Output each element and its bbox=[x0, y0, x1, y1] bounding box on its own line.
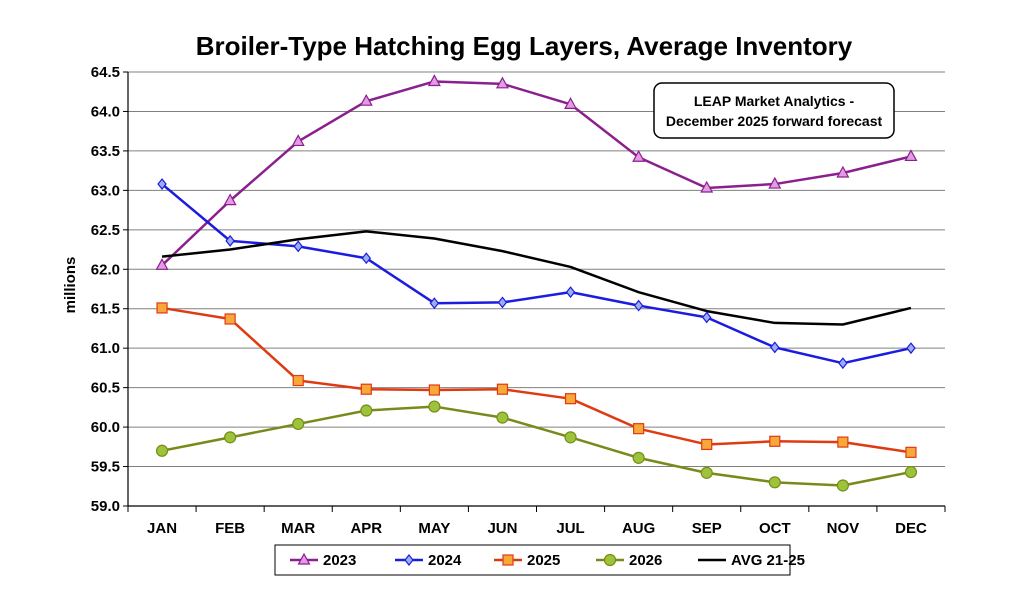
series-line-2023 bbox=[161, 80, 912, 267]
y-axis-label: millions bbox=[62, 257, 79, 314]
x-tick-label: FEB bbox=[215, 520, 245, 537]
y-tick-label: 60.0 bbox=[91, 419, 120, 436]
x-tick-label: DEC bbox=[895, 520, 927, 537]
data-point bbox=[155, 258, 169, 270]
x-tick-label: JUL bbox=[556, 520, 584, 537]
data-point bbox=[292, 417, 305, 431]
series-lines bbox=[161, 80, 912, 487]
data-point bbox=[564, 431, 577, 444]
data-point bbox=[291, 134, 305, 147]
y-tick-label: 62.5 bbox=[91, 222, 120, 239]
axes: 59.0 59.5 60.0 60.5 61.0 61.5 62.0 62.5 63.0 63.5… bbox=[91, 64, 946, 537]
y-tick-label: 59.5 bbox=[91, 459, 120, 476]
y-tick-label: 64.0 bbox=[91, 103, 120, 120]
series-line-avg-21-25 bbox=[161, 230, 912, 326]
legend-marker bbox=[603, 553, 617, 567]
x-tick-label: JUN bbox=[487, 520, 517, 537]
data-point bbox=[157, 178, 167, 191]
data-point bbox=[497, 296, 508, 309]
data-point bbox=[904, 149, 918, 162]
y-tick-label: 64.5 bbox=[91, 64, 120, 81]
data-point bbox=[770, 341, 780, 354]
legend-marker bbox=[502, 554, 514, 566]
y-tick-label: 62.0 bbox=[91, 261, 120, 278]
data-point bbox=[359, 93, 373, 106]
data-point bbox=[701, 311, 712, 324]
series-line-2025 bbox=[161, 306, 912, 454]
data-point bbox=[495, 76, 509, 89]
data-point bbox=[564, 393, 577, 405]
data-point bbox=[564, 97, 578, 109]
data-point bbox=[768, 476, 781, 489]
y-tick-label: 63.0 bbox=[91, 182, 120, 199]
data-point bbox=[837, 436, 849, 448]
annotation-line-1: LEAP Market Analytics - bbox=[694, 93, 855, 109]
y-tick-label: 63.5 bbox=[91, 143, 120, 160]
x-tick-label: SEP bbox=[692, 520, 722, 537]
legend-marker bbox=[297, 552, 311, 565]
y-tick-label: 61.5 bbox=[91, 301, 120, 318]
legend-marker bbox=[404, 554, 414, 566]
x-tick-label: NOV bbox=[827, 520, 860, 537]
gridlines bbox=[128, 71, 945, 507]
legend-label: 2024 bbox=[428, 552, 462, 569]
legend-label: 2023 bbox=[323, 552, 356, 569]
data-point bbox=[293, 240, 303, 253]
data-point bbox=[701, 438, 713, 451]
y-tick-label: 59.0 bbox=[91, 498, 120, 515]
data-point bbox=[633, 299, 644, 312]
data-point bbox=[769, 435, 781, 447]
data-point bbox=[360, 404, 373, 417]
data-point bbox=[496, 411, 509, 424]
x-tick-label: MAR bbox=[281, 520, 315, 537]
series-line-2026 bbox=[161, 405, 912, 487]
data-point bbox=[225, 234, 235, 247]
data-point bbox=[768, 176, 782, 189]
data-point bbox=[429, 297, 440, 310]
data-point bbox=[632, 149, 646, 162]
data-point bbox=[428, 384, 440, 396]
data-point bbox=[427, 74, 441, 87]
data-point bbox=[292, 374, 304, 387]
legend-label: 2025 bbox=[527, 552, 560, 569]
data-point bbox=[223, 193, 237, 206]
legend: 2023 2024 2025 2026 AVG 21-25 bbox=[274, 544, 805, 576]
series-line-2024 bbox=[161, 183, 912, 365]
legend-label: 2026 bbox=[629, 552, 662, 569]
data-point bbox=[904, 465, 918, 479]
data-point bbox=[361, 252, 372, 265]
x-tick-label: APR bbox=[350, 520, 382, 537]
data-point bbox=[700, 180, 714, 193]
x-tick-label: JAN bbox=[147, 520, 177, 537]
data-point bbox=[155, 444, 169, 457]
chart-title: Broiler-Type Hatching Egg Layers, Averag… bbox=[196, 31, 853, 61]
data-point bbox=[905, 446, 917, 458]
y-tick-label: 61.0 bbox=[91, 340, 120, 357]
series-markers bbox=[155, 74, 918, 492]
annotation-frame bbox=[653, 82, 895, 139]
data-point bbox=[633, 423, 645, 435]
data-point bbox=[836, 479, 849, 492]
data-point bbox=[565, 286, 576, 299]
data-point bbox=[428, 400, 441, 413]
data-point bbox=[224, 313, 236, 325]
annotation-line-2: December 2025 forward forecast bbox=[666, 113, 883, 129]
data-point bbox=[838, 357, 848, 370]
data-point bbox=[496, 383, 509, 395]
x-tick-label: OCT bbox=[759, 520, 791, 537]
x-tick-label: AUG bbox=[622, 520, 655, 537]
data-point bbox=[632, 451, 645, 464]
y-tick-label: 60.5 bbox=[91, 380, 120, 397]
data-point bbox=[836, 165, 850, 178]
annotation-box: LEAP Market Analytics - December 2025 fo… bbox=[653, 82, 895, 139]
data-point bbox=[700, 466, 713, 479]
legend-label: AVG 21-25 bbox=[731, 552, 805, 569]
x-tick-label: MAY bbox=[418, 520, 450, 537]
data-point bbox=[156, 302, 168, 314]
data-point bbox=[906, 342, 916, 355]
data-point bbox=[224, 431, 237, 444]
data-point bbox=[360, 383, 372, 395]
